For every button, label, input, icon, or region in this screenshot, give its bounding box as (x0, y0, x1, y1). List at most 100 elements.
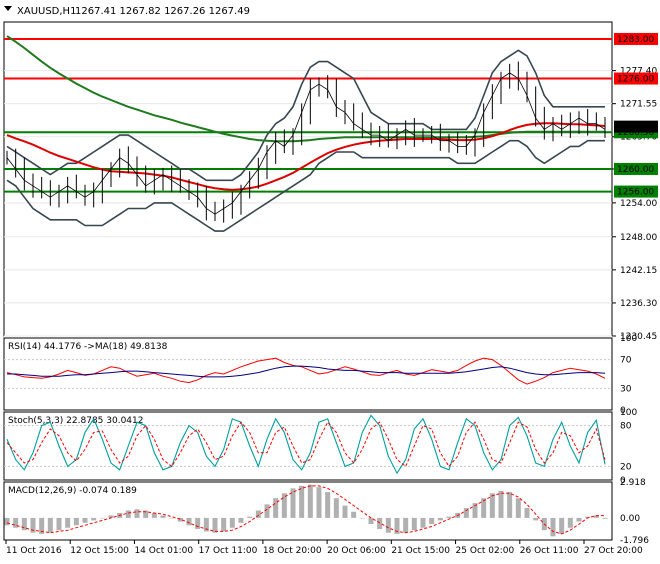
macd-histogram-bar (420, 517, 426, 528)
level-price-label: 1260.00 (617, 165, 654, 175)
macd-histogram-bar (238, 517, 244, 523)
rsi-tick-label: 70 (620, 356, 632, 366)
macd-panel: 2.918 0.00 -1.796 MACD(12,26,9) -0.074 0.18… (3, 478, 649, 546)
macd-histogram-bar (307, 484, 313, 518)
macd-histogram-bar (498, 490, 504, 518)
macd-histogram-bar (524, 508, 530, 518)
stoch-main-line (6, 414, 606, 475)
bollinger-upper-line (6, 49, 605, 182)
quote-label: 1267.41 1267.82 1267.26 1267.49 (75, 6, 250, 17)
symbol-label: XAUUSD,H1 (17, 6, 76, 17)
macd-histogram-bar (585, 516, 591, 518)
macd-histogram-bar (169, 517, 175, 519)
collapse-triangle-icon[interactable] (4, 6, 12, 11)
macd-histogram-bar (299, 485, 305, 518)
macd-histogram-bar (30, 517, 36, 533)
rsi-tick-label: 0 (620, 406, 626, 416)
macd-histogram-bar (186, 517, 192, 526)
macd-tick-label: -1.796 (620, 536, 649, 546)
level-price-label: 1256.00 (617, 188, 654, 198)
macd-histogram-bar (472, 503, 478, 518)
macd-histogram-bar (91, 517, 97, 521)
level-price-tag (614, 162, 658, 175)
macd-histogram-bar (4, 517, 10, 526)
panel-frame (3, 21, 613, 337)
macd-histogram-bar (515, 498, 521, 518)
macd-histogram-bar (446, 516, 452, 518)
macd-histogram-bar (221, 517, 227, 532)
macd-histogram-bar (325, 492, 331, 518)
rsi-line (6, 357, 606, 385)
macd-histogram-bar (160, 515, 166, 518)
macd-histogram-bar (108, 515, 114, 518)
macd-histogram-bar (65, 517, 71, 528)
price-close-line (6, 72, 606, 215)
stoch-tick-label: 0 (620, 476, 626, 486)
macd-histogram-bar (56, 517, 62, 531)
macd-histogram-bar (316, 487, 322, 518)
time-tick-label: 21 Oct 15:00 (391, 546, 450, 556)
macd-histogram-bar (177, 517, 183, 522)
price-tick-label: 1248.00 (620, 233, 657, 243)
stoch-tick-label: 20 (620, 462, 632, 472)
macd-histogram-bar (507, 492, 513, 518)
macd-histogram-bar (143, 510, 149, 518)
level-price-label: 1283.00 (617, 35, 654, 45)
mid-ma-line (6, 122, 606, 191)
macd-histogram-bar (403, 517, 409, 533)
macd-tick-label: 2.918 (620, 478, 646, 488)
macd-histogram-bar (333, 498, 339, 518)
macd-histogram-bar (559, 517, 565, 534)
time-tick-label: 20 Oct 06:00 (327, 546, 386, 556)
macd-histogram-bar (264, 504, 270, 518)
price-tick-label: 1271.55 (620, 100, 657, 110)
rsi-title: RSI(14) 44.1776 ->MA(18) 49.8138 (8, 342, 168, 352)
macd-histogram-bar (385, 517, 391, 533)
macd-histogram-bar (212, 517, 218, 533)
rsi-tick-label: 100 (620, 334, 637, 344)
macd-histogram-bar (602, 517, 608, 519)
time-tick-label: 18 Oct 20:00 (263, 546, 322, 556)
stoch-tick-label: 100 (620, 408, 637, 418)
macd-title: MACD(12,26,9) -0.074 0.189 (8, 486, 137, 496)
macd-histogram-bar (576, 517, 582, 522)
macd-histogram-bar (82, 517, 88, 523)
macd-histogram-bar (99, 517, 105, 519)
macd-histogram-bar (195, 517, 201, 529)
level-price-tag (614, 72, 658, 85)
level-price-label: 1276.00 (617, 75, 654, 85)
stoch-title: Stoch(5,3,3) 22.8785 30.0412 (8, 416, 143, 426)
macd-histogram-bar (533, 517, 539, 521)
level-price-tag (614, 32, 658, 45)
macd-histogram-bar (134, 509, 140, 518)
macd-signal-line (6, 485, 605, 535)
current-price-label: 1267.49 (617, 123, 654, 133)
macd-histogram-bar (351, 511, 357, 518)
macd-histogram-bar (125, 510, 131, 518)
time-tick-label: 26 Oct 11:00 (520, 546, 579, 556)
macd-histogram-bar (342, 505, 348, 518)
macd-histogram-bar (481, 498, 487, 518)
level-price-tag (614, 185, 658, 198)
level-price-label: 1266.50 (617, 128, 654, 138)
price-tick-label: 1236.30 (620, 299, 657, 309)
macd-histogram-bar (229, 517, 235, 528)
macd-histogram-bar (411, 517, 417, 531)
macd-histogram-bar (550, 517, 556, 537)
bollinger-lower-line (6, 139, 605, 232)
macd-histogram-bar (281, 493, 287, 518)
macd-histogram-bar (394, 517, 400, 534)
macd-histogram-bar (21, 517, 27, 531)
panel-frame (3, 337, 613, 411)
macd-histogram-bar (73, 517, 79, 526)
rsi-tick-label: 30 (620, 384, 632, 394)
macd-tick-label: 0.00 (620, 514, 640, 524)
time-tick-label: 25 Oct 02:00 (456, 546, 515, 556)
macd-histogram-bar (39, 517, 45, 534)
macd-histogram-bar (13, 517, 19, 528)
macd-histogram-bar (359, 517, 365, 519)
stoch-signal-line (6, 421, 606, 468)
panel-frame (3, 411, 613, 481)
macd-histogram-bar (489, 493, 495, 518)
